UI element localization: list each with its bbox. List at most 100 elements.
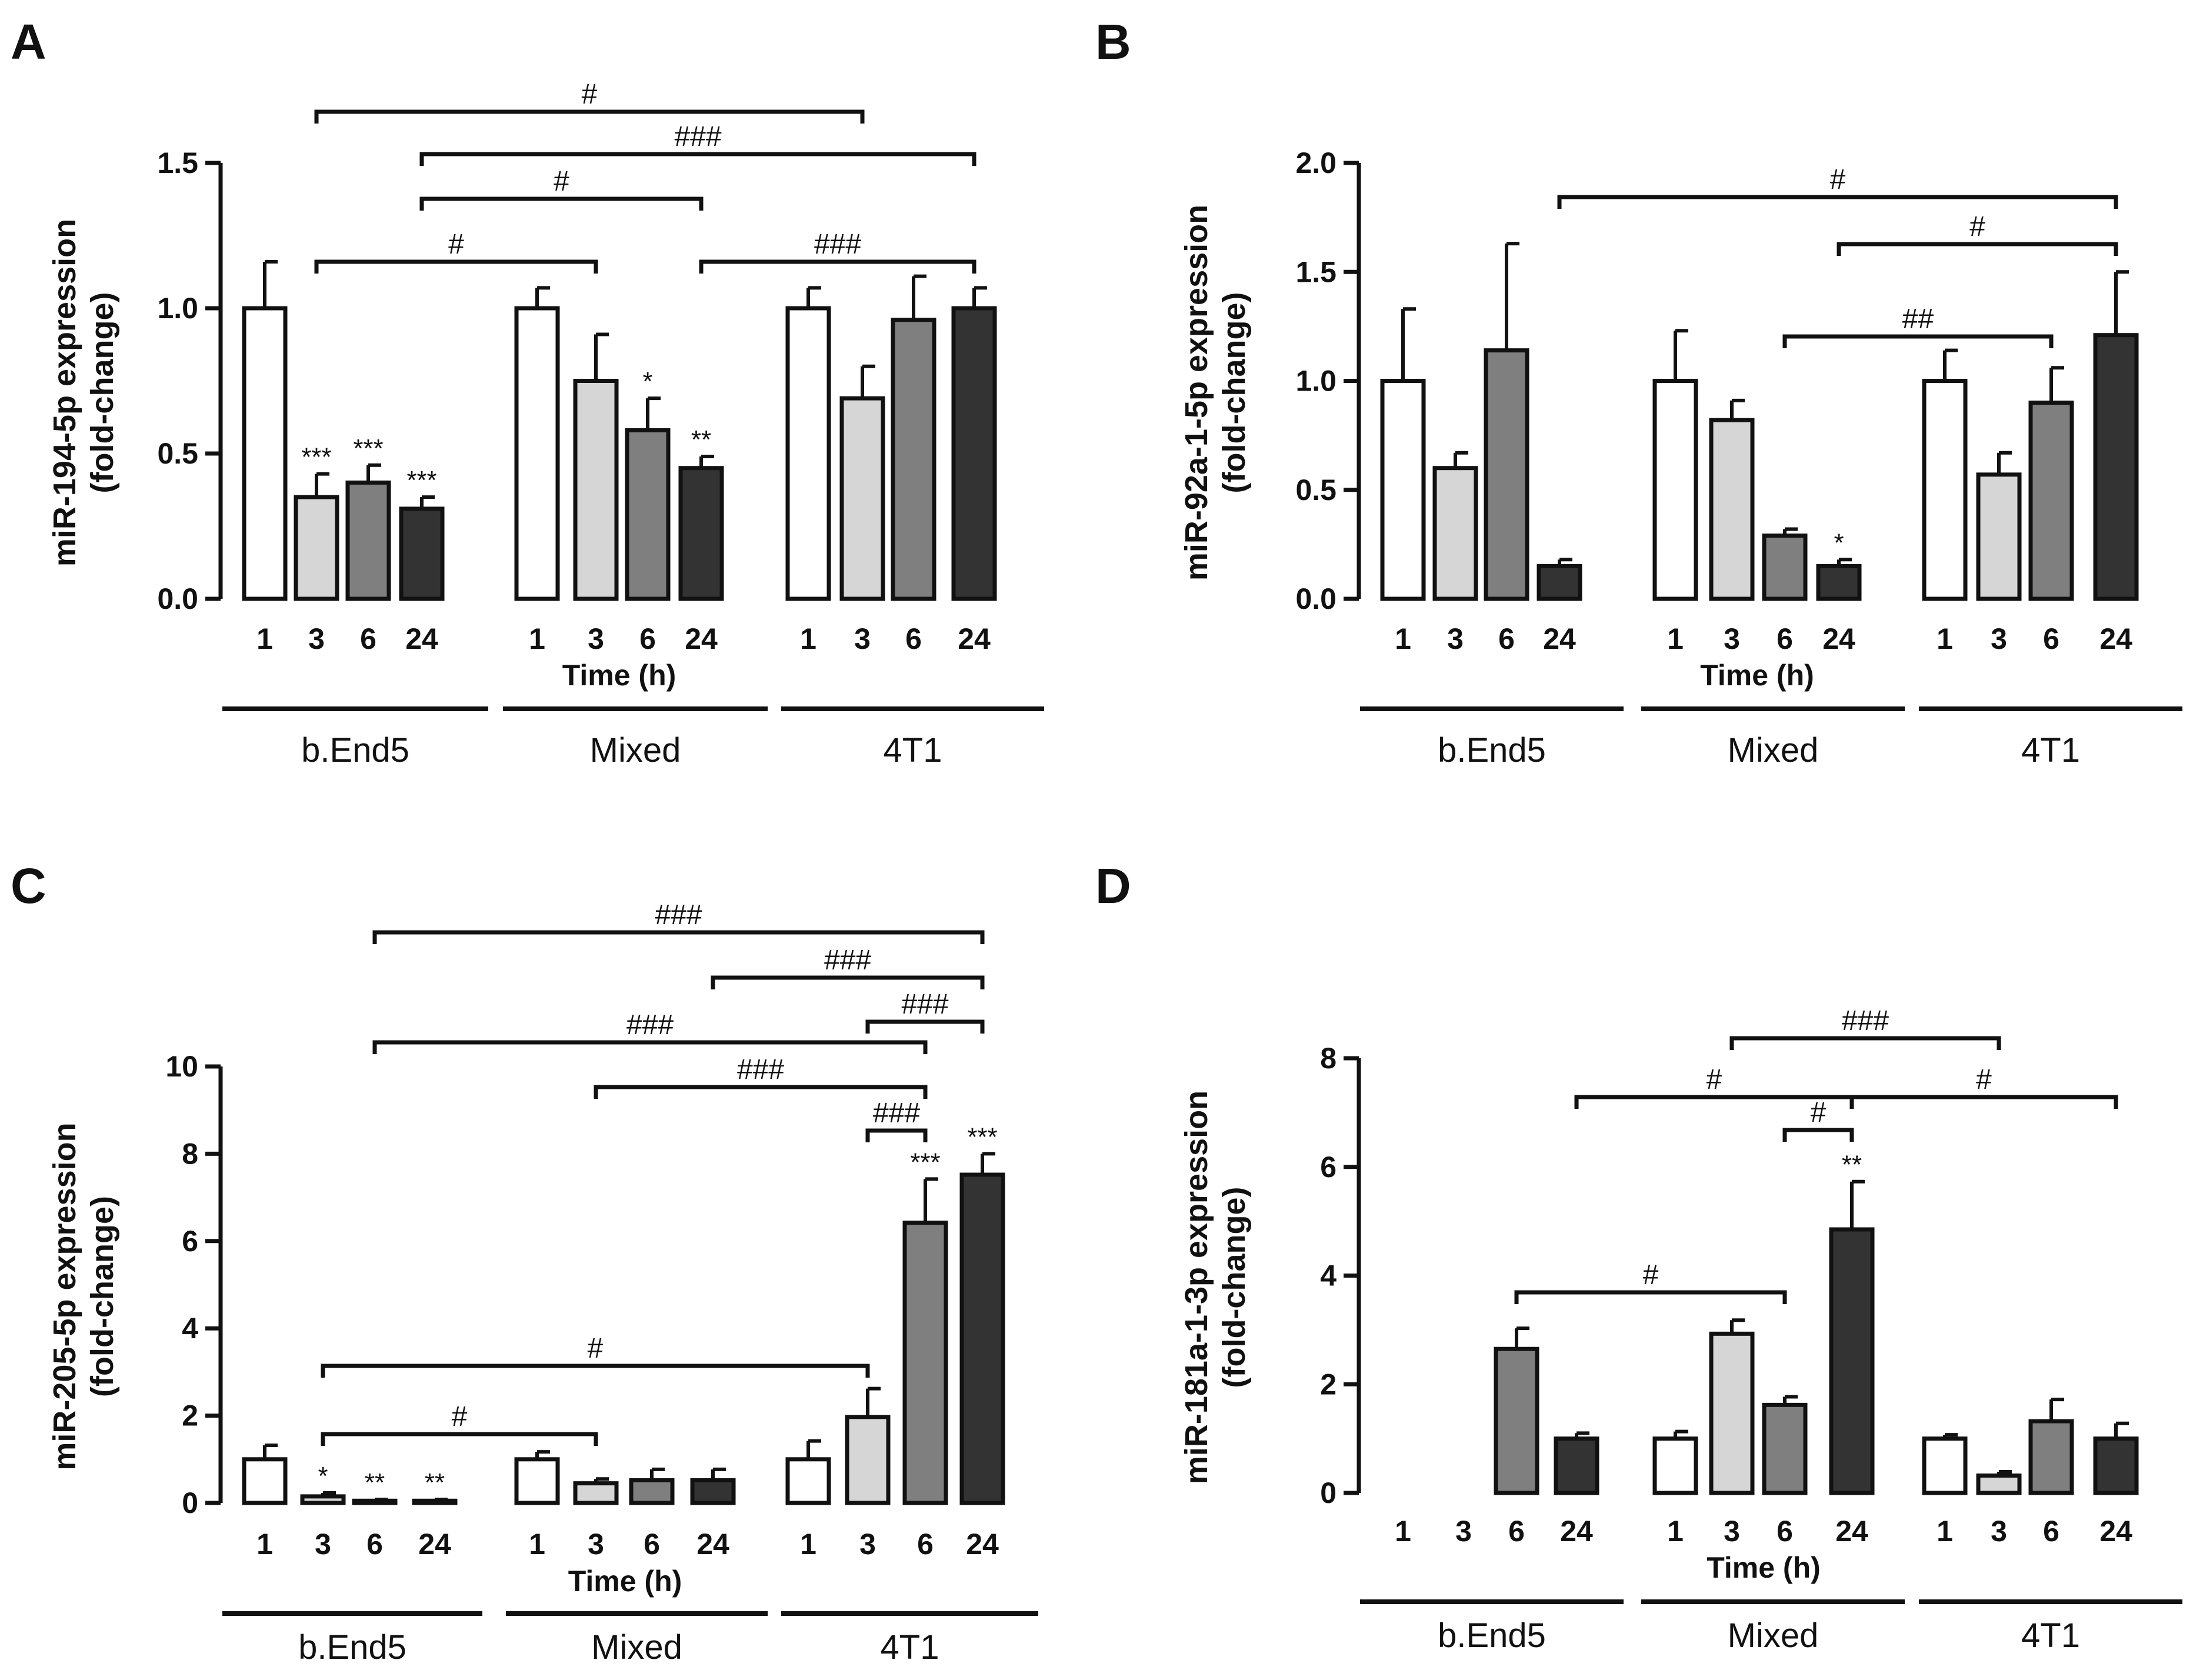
bar: [625, 428, 671, 601]
bracket-label: #: [1811, 1097, 1827, 1128]
comparison-bracket: [372, 1040, 928, 1054]
bar: [1709, 418, 1755, 601]
comparison-bracket: [1729, 1036, 2001, 1050]
x-tick-label: 24: [1835, 1515, 1868, 1548]
bar: [345, 480, 391, 601]
y-tick-label: 0.0: [157, 582, 198, 615]
significance-label: **: [425, 1468, 445, 1497]
bracket-label: #: [582, 79, 598, 110]
bar: [629, 1478, 675, 1505]
x-tick-label: 24: [418, 1528, 451, 1561]
bar: [2028, 1419, 2074, 1495]
x-tick-label: 3: [1991, 1515, 2007, 1548]
bar: [1380, 379, 1426, 601]
bar: [242, 306, 288, 601]
bar: [1484, 348, 1529, 601]
bracket-label: ###: [737, 1054, 784, 1085]
bar: [1494, 1346, 1539, 1495]
bar: [573, 1481, 619, 1505]
bracket-label: ###: [626, 1009, 674, 1041]
bar: [412, 1498, 458, 1505]
x-tick-label: 24: [696, 1528, 729, 1561]
panel-label: A: [11, 14, 46, 69]
bar: [399, 506, 445, 601]
x-tick-label: 24: [2099, 1515, 2132, 1548]
x-tick-label: 6: [1498, 622, 1515, 655]
significance-label: ***: [301, 443, 331, 472]
x-tick-label: 3: [1447, 622, 1464, 655]
bracket-label: ###: [674, 121, 721, 152]
bar: [2093, 333, 2139, 601]
y-tick-label: 2.0: [1295, 146, 1337, 179]
x-tick-label: 24: [685, 622, 718, 655]
bar: [1922, 1436, 1968, 1495]
y-axis-label-line1: miR-205-5p expression: [47, 1122, 82, 1470]
y-axis-label-line1: miR-181a-1-3p expression: [1179, 1091, 1214, 1484]
bar: [514, 1457, 560, 1505]
y-tick-label: 8: [1320, 1042, 1337, 1075]
y-axis-label: miR-194-5p expression(fold-change): [47, 219, 120, 566]
group-label: Mixed: [1728, 731, 1819, 769]
comparison-bracket: [1782, 334, 2054, 348]
group-label: b.End5: [298, 1628, 406, 1666]
y-axis-label-line1: miR-92a-1-5p expression: [1179, 205, 1214, 581]
x-axis-label: Time (h): [562, 659, 676, 692]
y-axis-label: miR-92a-1-5p expression(fold-change): [1179, 205, 1252, 581]
bar: [690, 1478, 736, 1505]
x-tick-label: 3: [1724, 1515, 1740, 1548]
x-tick-label: 3: [308, 622, 325, 655]
significance-label: ***: [353, 434, 383, 463]
bar: [678, 466, 724, 601]
group-label: Mixed: [1728, 1616, 1819, 1655]
y-axis-label-line2: (fold-change): [85, 292, 120, 494]
x-tick-label: 1: [256, 622, 273, 655]
significance-label: *: [318, 1462, 328, 1491]
x-tick-label: 1: [800, 622, 816, 655]
y-axis-label-line2: (fold-change): [85, 1196, 120, 1397]
group-label: Mixed: [590, 731, 681, 769]
comparison-bracket: [372, 930, 985, 944]
bar: [902, 1221, 948, 1505]
comparison-bracket: [1557, 195, 2118, 209]
x-tick-label: 1: [256, 1528, 273, 1561]
y-tick-label: 10: [165, 1050, 198, 1083]
y-axis-label: miR-205-5p expression(fold-change): [47, 1122, 120, 1470]
x-axis-label: Time (h): [1700, 659, 1814, 692]
x-tick-label: 6: [1777, 622, 1793, 655]
x-axis-label: Time (h): [568, 1565, 682, 1598]
x-tick-label: 24: [958, 622, 991, 655]
x-tick-label: 6: [1777, 1515, 1793, 1548]
y-tick-label: 6: [182, 1225, 198, 1258]
x-tick-label: 1: [1667, 622, 1684, 655]
y-tick-label: 0: [182, 1486, 198, 1519]
x-tick-label: 3: [1724, 622, 1740, 655]
bar: [1652, 1436, 1698, 1495]
x-tick-label: 3: [1991, 622, 2007, 655]
comparison-bracket: [865, 1128, 928, 1142]
y-tick-label: 0.0: [1295, 582, 1337, 615]
significance-label: ***: [967, 1122, 997, 1151]
group-label: 4T1: [2021, 1616, 2080, 1655]
bar: [2028, 401, 2074, 601]
bracket-label: ###: [655, 899, 702, 931]
y-tick-label: 0.5: [1295, 474, 1337, 506]
x-tick-label: 3: [588, 622, 604, 655]
significance-label: **: [1842, 1151, 1862, 1179]
x-tick-label: 3: [859, 1528, 876, 1561]
x-tick-label: 6: [917, 1528, 934, 1561]
x-axis-label: Time (h): [1707, 1551, 1821, 1584]
panel-a: A 0.0 0.5 1.0 1.5 miR-194-5p expression(fold-…: [11, 14, 1044, 769]
bracket-label: #: [1969, 211, 1985, 242]
comparison-bracket: [1782, 1128, 1854, 1142]
comparison-bracket: [321, 1364, 870, 1378]
x-tick-label: 3: [315, 1528, 331, 1561]
bracket-label: ###: [824, 945, 871, 976]
x-tick-label: 24: [966, 1528, 999, 1561]
x-tick-label: 6: [2043, 1515, 2059, 1548]
bracket-label: #: [1643, 1259, 1659, 1291]
x-tick-label: 24: [1560, 1515, 1593, 1548]
significance-label: **: [691, 425, 711, 454]
x-tick-label: 1: [1395, 622, 1411, 655]
y-tick-label: 1.5: [1295, 255, 1337, 288]
x-tick-label: 24: [1543, 622, 1576, 655]
